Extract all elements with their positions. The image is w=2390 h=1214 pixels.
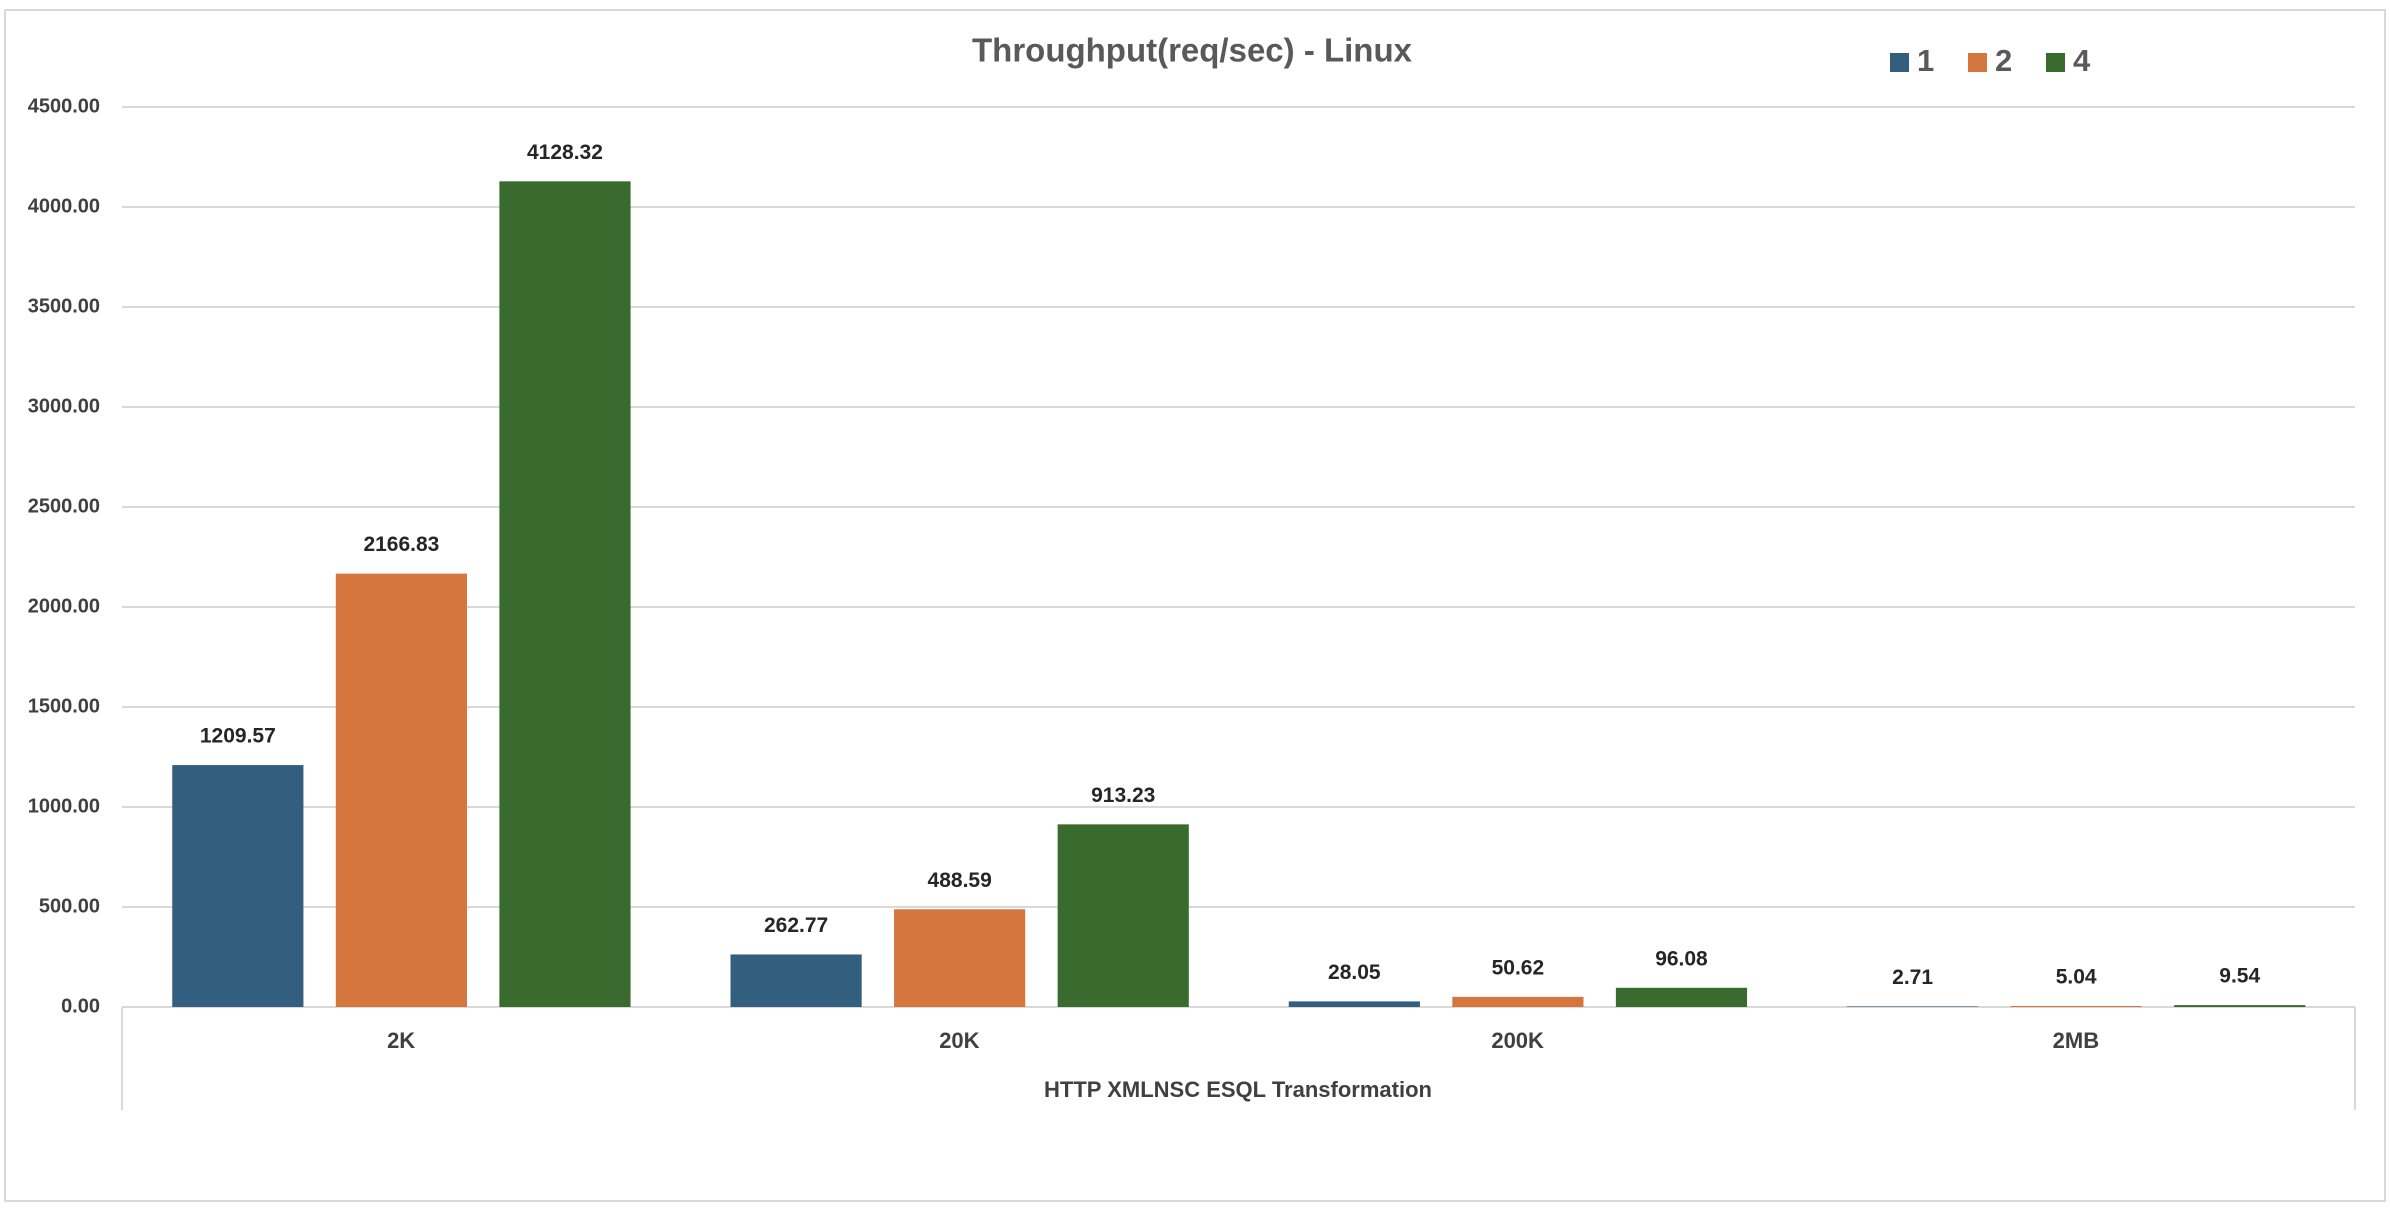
x-tick-label: 20K (939, 1028, 979, 1053)
bar (1615, 987, 1748, 1007)
data-label: 5.04 (2056, 966, 2097, 989)
legend-swatch (1890, 53, 1909, 72)
data-label: 4128.32 (527, 141, 603, 164)
data-label: 50.62 (1492, 956, 1545, 979)
bar (2010, 1005, 2142, 1007)
y-tick-label: 0.00 (61, 995, 100, 1017)
y-tick-label: 3000.00 (28, 395, 100, 417)
y-tick-label: 3500.00 (28, 295, 100, 317)
bar (1452, 996, 1584, 1007)
y-tick-label: 1500.00 (28, 695, 100, 717)
y-tick-label: 2000.00 (28, 595, 100, 617)
y-tick-label: 1000.00 (28, 795, 100, 817)
legend-label: 2 (1995, 43, 2012, 78)
y-tick-label: 2500.00 (28, 495, 100, 517)
data-label: 913.23 (1091, 784, 1155, 807)
bar (894, 909, 1026, 1007)
legend-label: 4 (2073, 43, 2091, 78)
data-label: 9.54 (2219, 965, 2260, 988)
data-label: 96.08 (1655, 947, 1708, 970)
y-tick-label: 4000.00 (28, 195, 100, 217)
x-tick-label: 200K (1491, 1028, 1544, 1053)
bar (335, 573, 467, 1007)
x-axis-title: HTTP XMLNSC ESQL Transformation (1044, 1077, 1432, 1102)
y-tick-label: 4500.00 (28, 95, 100, 117)
data-label: 28.05 (1328, 961, 1381, 984)
y-tick-label: 500.00 (39, 895, 100, 917)
bar (2174, 1005, 2306, 1007)
bar (172, 765, 304, 1007)
data-label: 262.77 (764, 914, 828, 937)
chart-title: Throughput(req/sec) - Linux (972, 32, 1413, 69)
bar (499, 181, 631, 1007)
data-label: 2166.83 (363, 533, 439, 556)
bar (1846, 1006, 1979, 1007)
legend-swatch (2046, 53, 2065, 72)
data-label: 1209.57 (200, 725, 276, 748)
legend-swatch (1968, 53, 1987, 72)
bar (1288, 1001, 1420, 1007)
data-label: 2.71 (1892, 966, 1933, 989)
bar (730, 954, 862, 1007)
x-tick-label: 2MB (2053, 1028, 2099, 1053)
legend-label: 1 (1917, 43, 1934, 78)
data-label: 488.59 (928, 869, 992, 892)
bar (1057, 824, 1189, 1007)
x-tick-label: 2K (387, 1028, 415, 1053)
